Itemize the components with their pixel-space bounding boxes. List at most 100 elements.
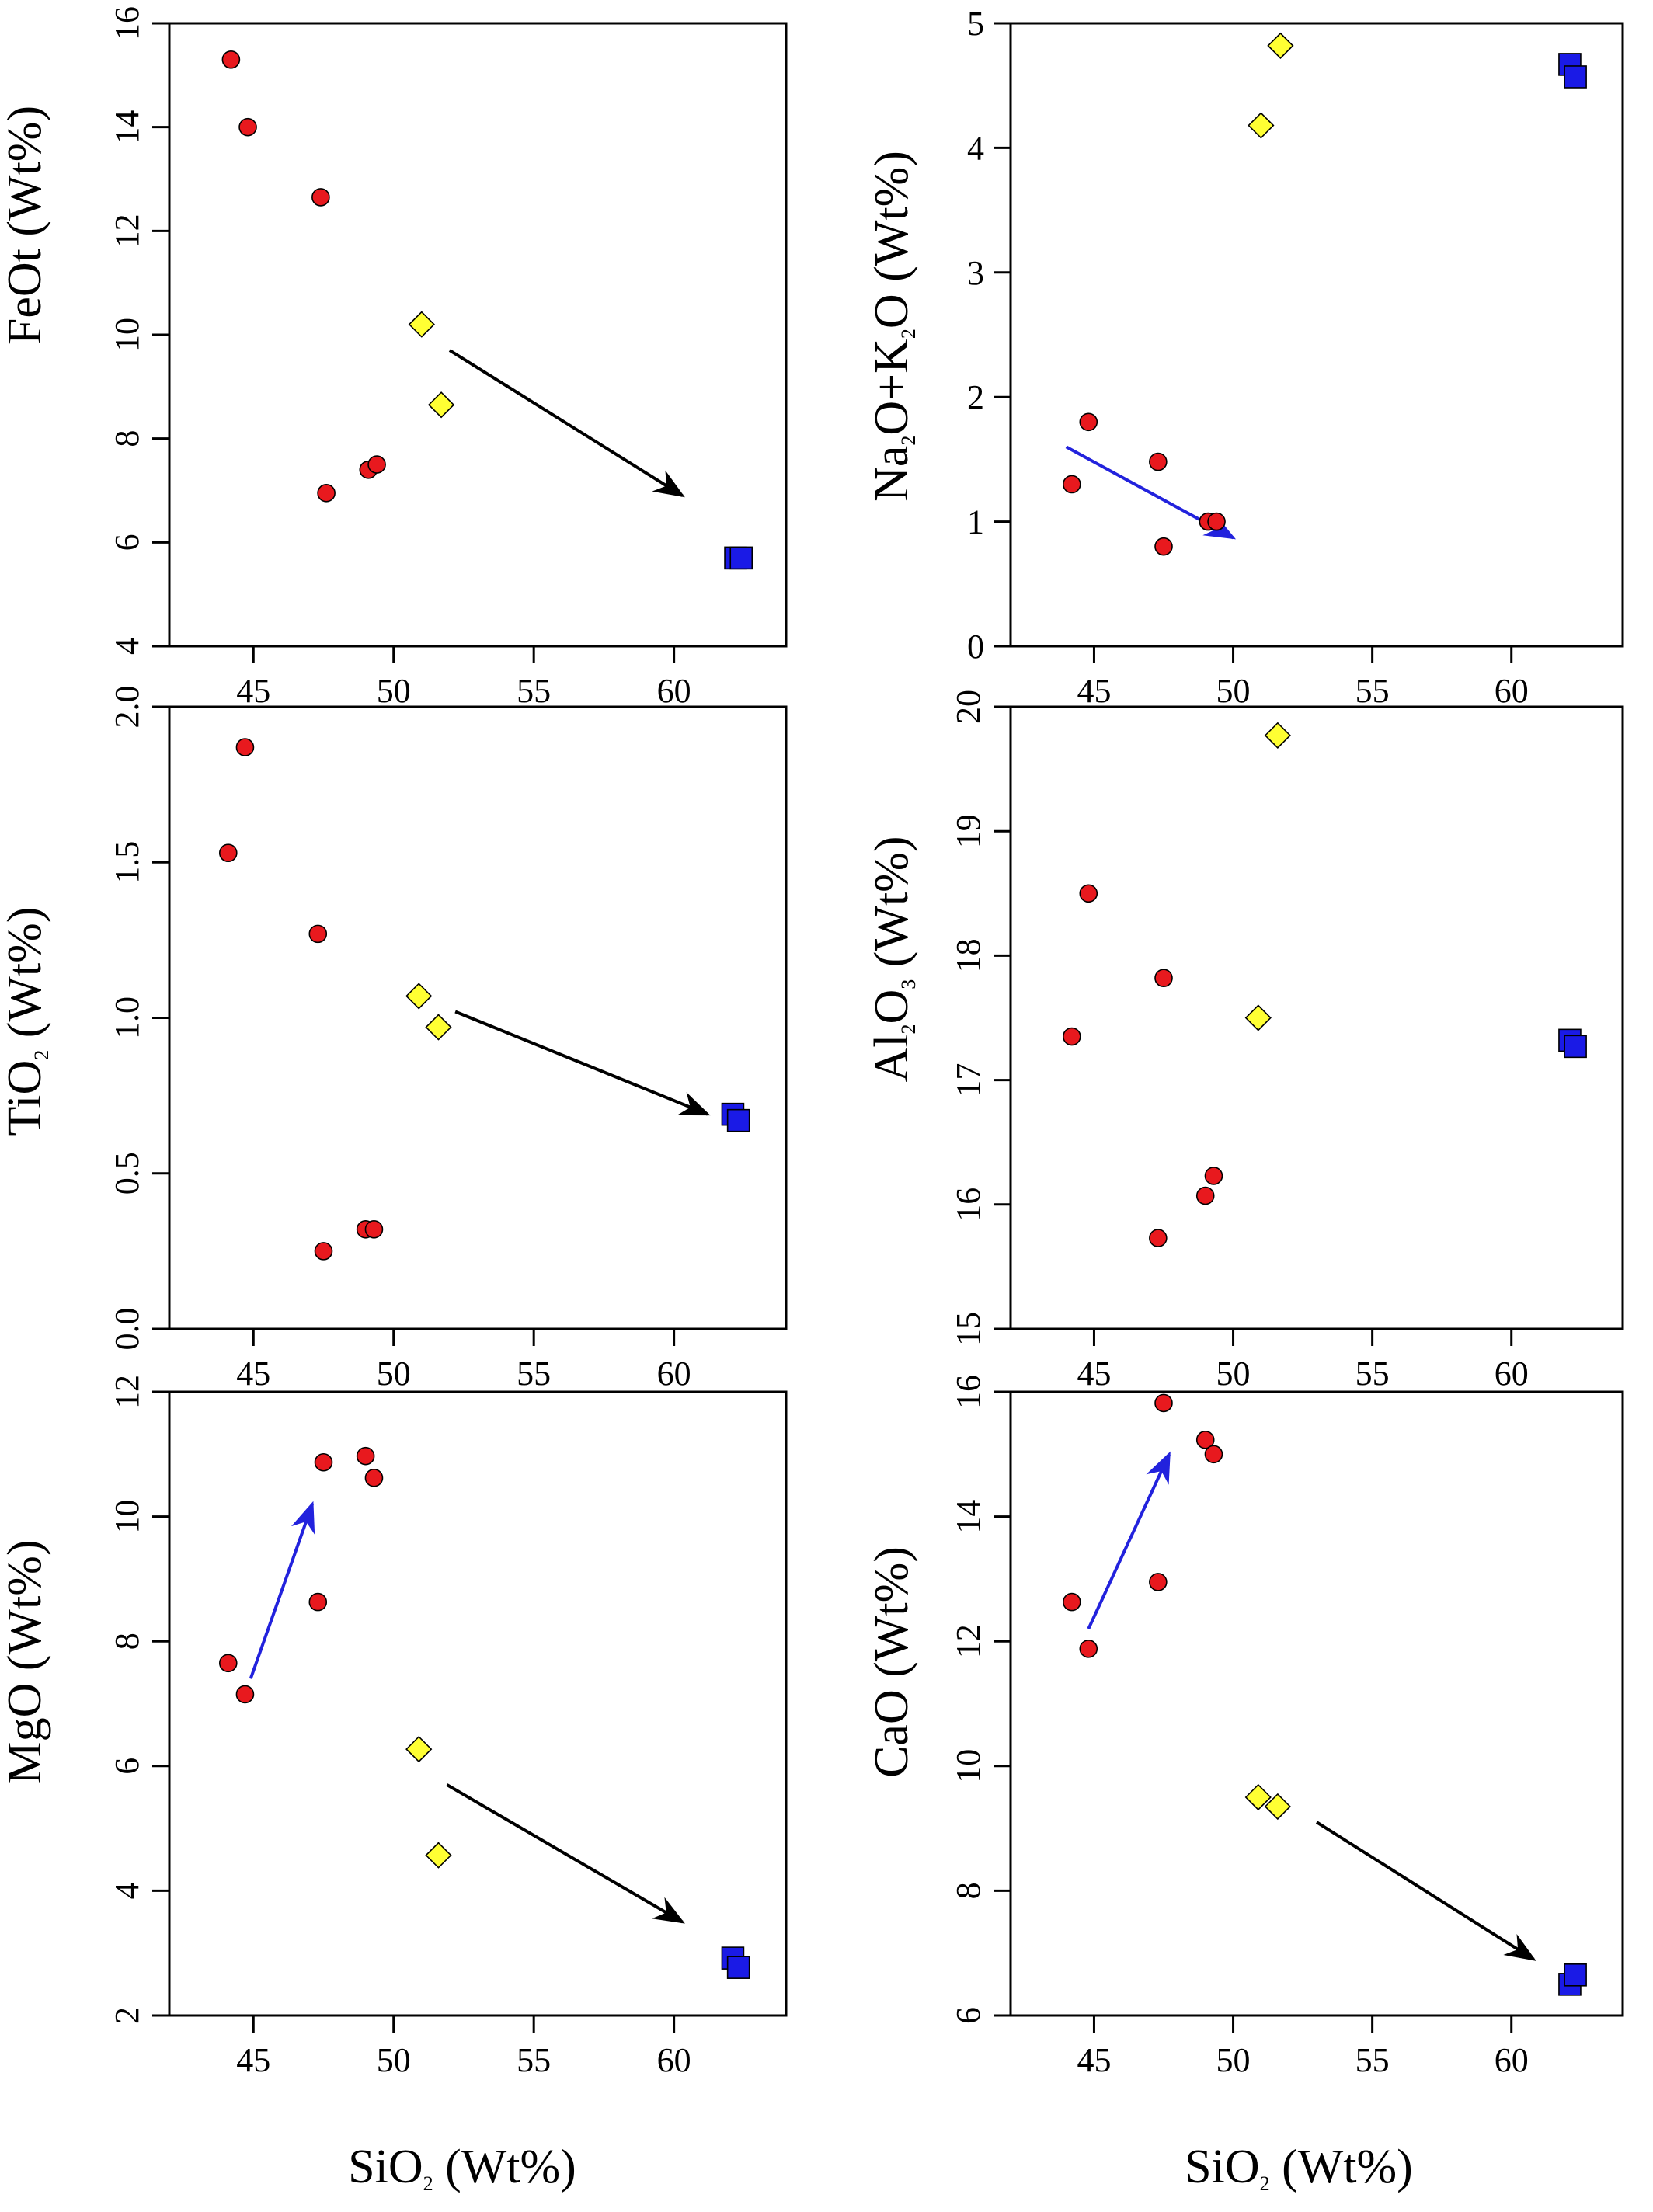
y-tick-label-middle-left: 0.5 (108, 1152, 146, 1195)
y-tick-label-bottom-right: 10 (949, 1749, 987, 1783)
x-tick-label-middle-left: 55 (517, 1355, 551, 1393)
x-tick-label-bottom-left: 60 (657, 2041, 691, 2079)
panel-top-left: 45 50 55 60 4 6 8 10 12 14 16 (108, 6, 788, 710)
data-point-circle-middle-left (235, 738, 255, 756)
data-point-diamond-bottom-left (405, 1735, 433, 1763)
x-tick-label-top-right: 50 (1216, 672, 1251, 710)
data-point-circle-middle-right (1204, 1167, 1223, 1185)
trend-arrow-blue-bottom-right (1087, 1451, 1171, 1629)
data-point-circle-middle-right (1079, 884, 1098, 903)
trend-arrow-black-middle-left (454, 1010, 711, 1116)
y-tick-label-middle-right: 16 (949, 1188, 987, 1222)
data-point-circle-bottom-right (1149, 1573, 1168, 1591)
data-point-circle-bottom-left (218, 1654, 238, 1673)
data-point-circle-bottom-right (1079, 1640, 1098, 1658)
data-point-circle-top-left (238, 117, 257, 137)
y-tick-label-top-right: 1 (967, 503, 984, 541)
y-tick-label-top-right: 2 (967, 378, 984, 416)
x-tick-label-top-right: 60 (1495, 672, 1529, 710)
data-point-circle-top-left (317, 484, 336, 503)
ylabel-al2o3: Al2O3 (Wt%) (865, 836, 920, 1083)
x-tick-label-top-left: 60 (657, 672, 691, 710)
x-tick-label-bottom-left: 55 (517, 2041, 551, 2079)
y-tick-label-bottom-left: 12 (108, 1375, 146, 1409)
data-point-diamond-top-right (1248, 112, 1275, 139)
y-tick-label-top-right: 3 (967, 254, 984, 292)
x-tick-label-top-right: 55 (1355, 672, 1390, 710)
xlabel-sio2-left: SiO2 (Wt%) (348, 2141, 576, 2195)
data-point-circle-top-right (1154, 537, 1173, 556)
data-point-diamond-bottom-left (425, 1842, 452, 1869)
y-tick-label-top-left: 14 (108, 110, 146, 144)
y-tick-label-top-left: 6 (108, 534, 146, 551)
data-point-circle-middle-left (218, 843, 238, 863)
plot-frame-top-right (1009, 22, 1624, 648)
panel-middle-right: 45 50 55 60 15 16 17 18 19 20 (949, 690, 1624, 1393)
ylabel-tio2: TiO2 (Wt%) (0, 907, 53, 1136)
ylabel-na2o-k2o-text: Na2O+K2O (Wt%) (865, 151, 920, 502)
y-tick-label-bottom-right: 14 (949, 1500, 987, 1534)
y-tick-label-middle-right: 19 (949, 814, 987, 848)
data-point-circle-bottom-left (235, 1685, 255, 1704)
trend-arrow-black-top-left (448, 349, 685, 498)
y-tick-label-top-left: 4 (108, 638, 146, 655)
ylabel-mgo: MgO (Wt%) (0, 1539, 51, 1784)
y-tick-label-top-right: 4 (967, 129, 984, 167)
y-tick-label-bottom-right: 6 (949, 2007, 987, 2024)
x-tick-label-bottom-right: 45 (1077, 2041, 1111, 2079)
data-point-circle-middle-left (314, 1242, 333, 1261)
data-point-circle-middle-right (1195, 1186, 1215, 1205)
panel-bottom-right: 45 50 55 60 6 8 10 12 14 16 (949, 1375, 1624, 2079)
ylabel-al2o3-text: Al2O3 (Wt%) (865, 836, 920, 1083)
y-tick-label-top-left: 12 (108, 214, 146, 248)
data-point-diamond-top-right (1267, 32, 1294, 60)
data-point-diamond-middle-left (425, 1014, 452, 1041)
x-tick-label-middle-left: 60 (657, 1355, 691, 1393)
plot-frame-middle-right (1009, 705, 1624, 1330)
data-point-circle-top-left (367, 455, 386, 474)
panel-middle-left: 45 50 55 60 0.0 0.5 1.0 1.5 2.0 (108, 686, 788, 1393)
ylabel-na2o-k2o: Na2O+K2O (Wt%) (865, 151, 920, 502)
x-tick-label-middle-right: 60 (1495, 1355, 1529, 1393)
data-point-square-middle-right (1564, 1035, 1587, 1059)
x-tick-label-bottom-right: 50 (1216, 2041, 1251, 2079)
x-tick-label-bottom-right: 60 (1495, 2041, 1529, 2079)
data-point-circle-top-right (1207, 512, 1226, 531)
data-point-diamond-middle-right (1264, 722, 1291, 749)
x-tick-label-top-right: 45 (1077, 672, 1111, 710)
y-tick-label-bottom-left: 6 (108, 1758, 146, 1775)
x-tick-label-top-left: 55 (517, 672, 551, 710)
data-point-circle-top-right (1063, 475, 1081, 494)
data-point-circle-top-right (1149, 452, 1168, 471)
ylabel-cao: CaO (Wt%) (865, 1546, 918, 1778)
y-tick-label-top-left: 16 (108, 6, 146, 40)
y-tick-label-bottom-right: 12 (949, 1624, 987, 1658)
plot-frame-bottom-right (1009, 1390, 1624, 2017)
data-point-square-top-left (729, 546, 753, 570)
trend-arrow-black-bottom-left (446, 1783, 685, 1924)
y-tick-label-middle-right: 18 (949, 938, 987, 972)
y-tick-label-top-right: 0 (967, 628, 984, 666)
data-point-circle-top-left (311, 188, 330, 207)
y-tick-label-bottom-left: 4 (108, 1882, 146, 1899)
data-point-circle-middle-left (364, 1220, 384, 1239)
ylabel-feot-text: FeOt (Wt%) (0, 106, 51, 345)
ylabel-mgo-text: MgO (Wt%) (0, 1539, 51, 1784)
x-tick-label-middle-left: 50 (377, 1355, 411, 1393)
data-point-circle-bottom-right (1195, 1431, 1215, 1449)
x-tick-label-top-left: 45 (236, 672, 270, 710)
data-point-diamond-top-left (427, 391, 455, 419)
y-tick-label-top-left: 10 (108, 318, 146, 352)
data-point-circle-bottom-left (314, 1452, 333, 1472)
plot-frame-bottom-left (168, 1390, 788, 2017)
y-tick-label-bottom-left: 8 (108, 1633, 146, 1650)
ylabel-cao-text: CaO (Wt%) (865, 1546, 918, 1778)
x-tick-label-bottom-left: 50 (377, 2041, 411, 2079)
data-point-diamond-middle-right (1244, 1004, 1272, 1031)
data-point-diamond-bottom-right (1264, 1793, 1291, 1821)
y-tick-label-bottom-right: 8 (949, 1882, 987, 1899)
y-tick-label-middle-right: 20 (949, 690, 987, 724)
y-tick-label-bottom-left: 10 (108, 1500, 146, 1534)
